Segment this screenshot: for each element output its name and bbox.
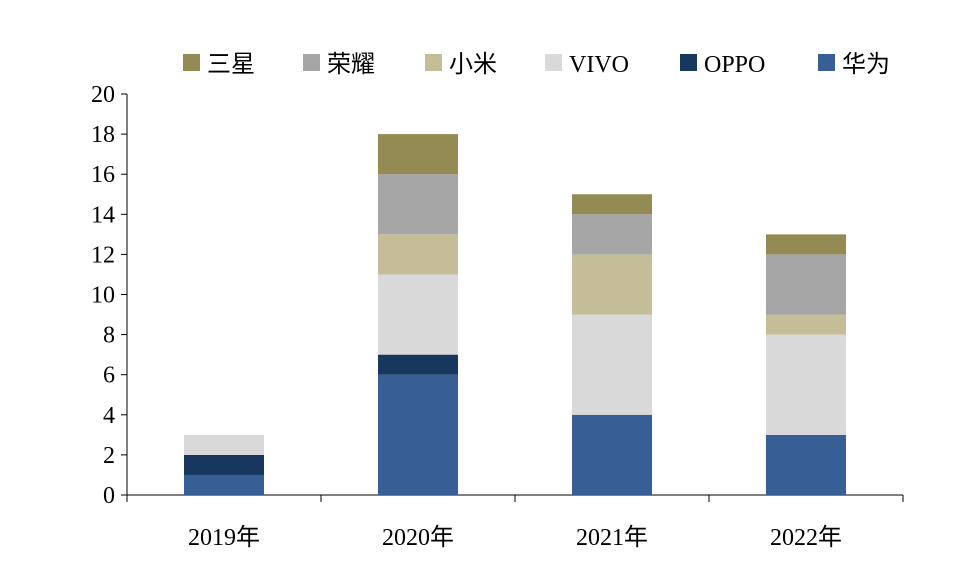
- legend-label: VIVO: [569, 52, 629, 78]
- y-tick-label: 8: [103, 323, 115, 349]
- bar-segment-小米-2022年: [766, 314, 846, 335]
- y-tick-label: 0: [103, 483, 115, 509]
- legend-item: 小米: [425, 51, 497, 78]
- legend-item: 华为: [818, 51, 890, 78]
- y-tick-label: 20: [91, 82, 115, 108]
- bar-segment-华为-2021年: [572, 414, 652, 495]
- legend-label: 小米: [449, 51, 497, 78]
- bar-segment-华为-2022年: [766, 434, 846, 495]
- y-tick-label: 10: [91, 283, 115, 309]
- bar-segment-华为-2019年: [184, 474, 264, 495]
- legend-label: 华为: [842, 51, 890, 78]
- x-tick-label: 2022年: [770, 524, 842, 551]
- bar-segment-VIVO-2022年: [766, 334, 846, 435]
- bar-segment-荣耀-2020年: [378, 174, 458, 235]
- legend-label: 荣耀: [327, 51, 375, 78]
- legend-swatch: [303, 54, 320, 71]
- y-tick-label: 4: [103, 403, 115, 429]
- bars: [184, 134, 846, 495]
- bar-segment-VIVO-2021年: [572, 314, 652, 415]
- bar-segment-荣耀-2022年: [766, 254, 846, 315]
- legend-swatch: [183, 54, 200, 71]
- y-tick-label: 2: [103, 443, 115, 469]
- x-tick-label: 2019年: [188, 524, 260, 551]
- bar-segment-OPPO-2020年: [378, 354, 458, 375]
- y-tick-label: 6: [103, 363, 115, 389]
- bar-segment-三星-2022年: [766, 234, 846, 255]
- x-tick-label: 2020年: [382, 524, 454, 551]
- legend-swatch: [818, 54, 835, 71]
- legend-item: VIVO: [545, 52, 629, 78]
- bar-segment-三星-2020年: [378, 134, 458, 175]
- y-tick-label: 12: [91, 242, 115, 268]
- y-tick-label: 16: [91, 162, 115, 188]
- x-tick-label: 2021年: [576, 524, 648, 551]
- legend-item: 三星: [183, 52, 255, 78]
- bar-segment-荣耀-2021年: [572, 214, 652, 255]
- x-axis: 2019年 2020年 2021年 2022年: [126, 494, 904, 551]
- legend-swatch: [545, 54, 562, 71]
- legend-label: OPPO: [704, 52, 765, 78]
- bar-segment-小米-2020年: [378, 234, 458, 275]
- bar-segment-三星-2021年: [572, 194, 652, 215]
- legend-swatch: [680, 54, 697, 71]
- y-tick-label: 14: [91, 202, 115, 228]
- legend-item: 荣耀: [303, 51, 375, 78]
- legend-swatch: [425, 54, 442, 71]
- bar-segment-OPPO-2019年: [184, 454, 264, 475]
- legend-label: 三星: [207, 52, 255, 78]
- bar-segment-VIVO-2019年: [184, 434, 264, 455]
- bar-segment-华为-2020年: [378, 374, 458, 495]
- legend: 三星 荣耀 小米 VIVO OPPO 华为: [183, 51, 890, 78]
- bar-segment-VIVO-2020年: [378, 274, 458, 355]
- y-axis: 0 2 4 6 8 10 12 14 16 18 20: [91, 82, 128, 509]
- legend-item: OPPO: [680, 52, 765, 78]
- bar-segment-小米-2021年: [572, 254, 652, 315]
- y-tick-label: 18: [91, 122, 115, 148]
